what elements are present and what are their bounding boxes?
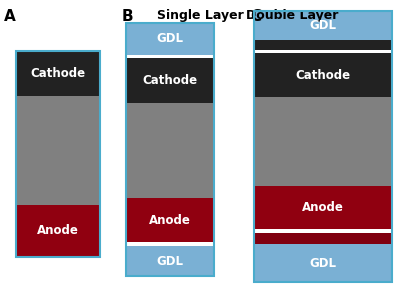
Bar [16, 205, 100, 256]
Text: Cathode: Cathode [296, 68, 350, 82]
Text: GDL: GDL [310, 19, 336, 32]
Text: Cathode: Cathode [30, 67, 86, 80]
Bar [126, 103, 214, 198]
Bar [254, 11, 392, 282]
Bar [254, 50, 392, 53]
Text: GDL: GDL [156, 32, 184, 45]
Text: Cathode: Cathode [142, 74, 198, 87]
Text: GDL: GDL [310, 257, 336, 270]
Bar [126, 242, 214, 246]
Bar [254, 40, 392, 50]
Bar [16, 51, 100, 256]
Bar [254, 233, 392, 244]
Bar [126, 23, 214, 276]
Bar [254, 186, 392, 229]
Text: Anode: Anode [302, 201, 344, 214]
Bar [254, 244, 392, 282]
Bar [126, 58, 214, 103]
Bar [126, 54, 214, 58]
Text: C: C [250, 9, 261, 24]
Bar [126, 198, 214, 242]
Bar [254, 11, 392, 40]
Bar [16, 96, 100, 205]
Text: A: A [4, 9, 16, 24]
Text: Double Layer: Double Layer [246, 9, 338, 22]
Text: B: B [122, 9, 134, 24]
Bar [126, 23, 214, 54]
Bar [126, 246, 214, 276]
Text: Anode: Anode [149, 213, 191, 227]
Bar [254, 229, 392, 233]
Text: Anode: Anode [37, 224, 79, 237]
Bar [16, 51, 100, 96]
Text: GDL: GDL [156, 255, 184, 268]
Bar [254, 97, 392, 186]
Text: Single Layer: Single Layer [157, 9, 243, 22]
Bar [254, 53, 392, 97]
